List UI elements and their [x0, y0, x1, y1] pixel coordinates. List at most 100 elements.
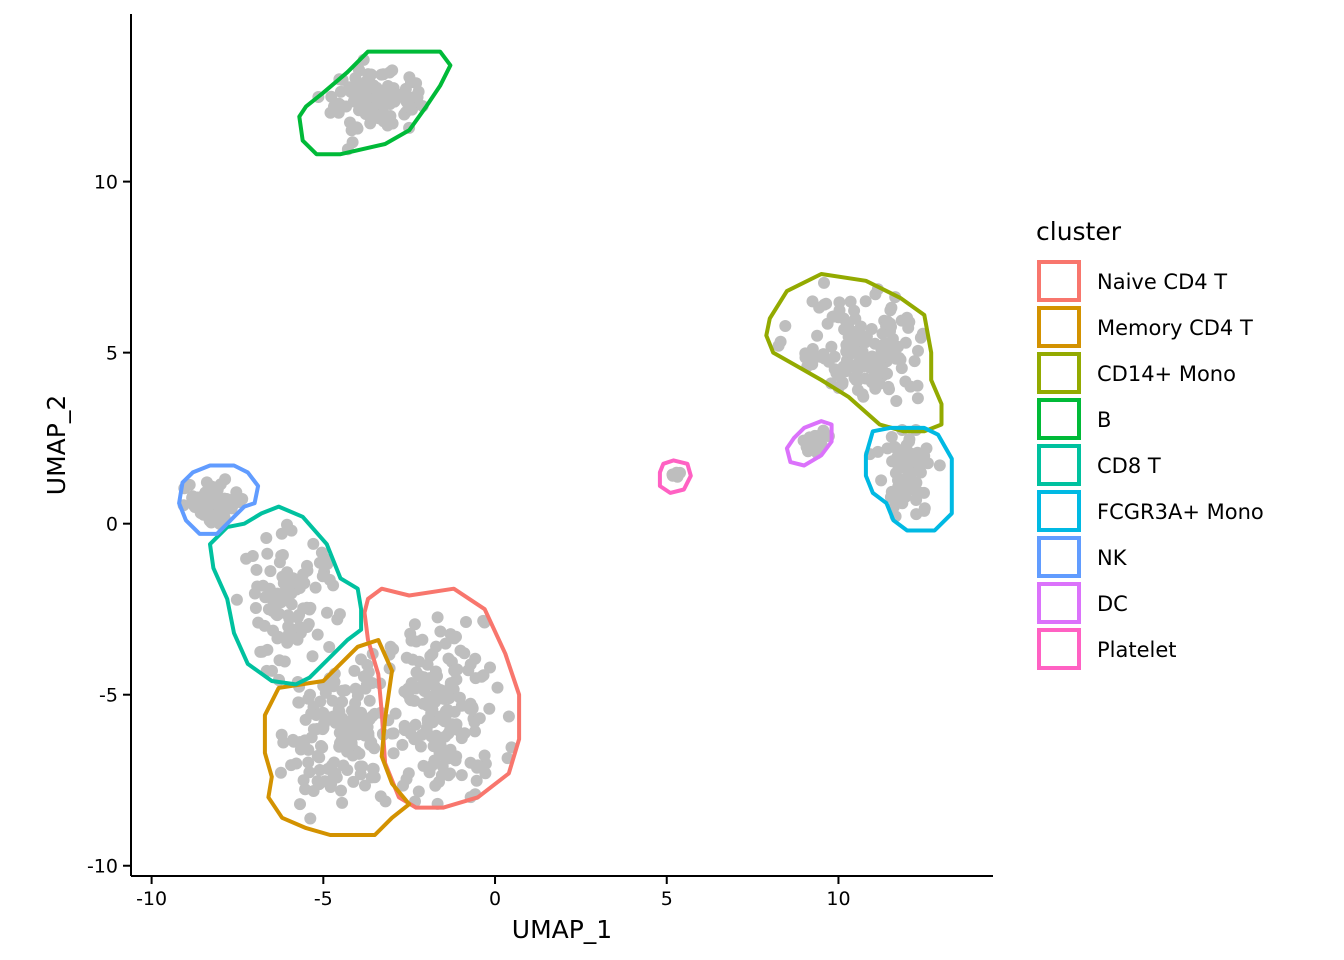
scatter-point: [869, 288, 882, 301]
y-tick-label: -5: [99, 685, 118, 707]
cluster-outline: [657, 458, 693, 495]
cluster-outline: [764, 272, 944, 434]
scatter-point: [246, 550, 259, 562]
scatter-point: [464, 697, 477, 710]
scatter-point: [380, 95, 393, 107]
scatter-point: [371, 97, 384, 110]
scatter-point: [491, 681, 504, 694]
scatter-point: [386, 117, 399, 130]
scatter-point: [266, 604, 279, 617]
y-tick-label: -10: [87, 856, 118, 878]
scatter-point: [301, 621, 314, 633]
scatter-point: [305, 707, 318, 720]
scatter-point: [913, 459, 926, 472]
y-tick-label: 0: [106, 514, 118, 536]
scatter-point: [359, 779, 371, 792]
scatter-point: [203, 508, 216, 521]
scatter-point: [898, 485, 911, 498]
scatter-point: [884, 304, 897, 317]
scatter-point: [460, 616, 472, 628]
scatter-point: [469, 672, 482, 685]
scatter-point: [448, 664, 461, 677]
scatter-point: [449, 754, 462, 767]
scatter-point: [462, 664, 475, 677]
scatter-point: [348, 664, 361, 677]
scatter-point: [885, 320, 897, 333]
scatter-point: [396, 88, 409, 101]
scatter-point: [260, 532, 273, 544]
scatter-point: [353, 747, 366, 760]
scatter-point: [818, 298, 831, 311]
scatter-point: [307, 537, 320, 550]
scatter-point: [377, 109, 389, 122]
cluster-outline: [177, 463, 261, 536]
scatter-point: [314, 695, 327, 708]
scatter-point: [890, 395, 903, 407]
scatter-point: [417, 671, 430, 684]
scatter-point: [287, 733, 299, 746]
scatter-point: [387, 747, 400, 760]
scatter-point: [204, 496, 216, 509]
scatter-point: [856, 388, 869, 401]
scatter-point: [396, 738, 409, 751]
scatter-point: [281, 566, 294, 579]
cluster-outline: [297, 49, 453, 157]
scatter-point: [431, 611, 444, 624]
scatter-point: [259, 591, 272, 604]
legend-label: FCGR3A+ Mono: [1097, 500, 1264, 524]
scatter-point: [406, 653, 419, 666]
legend: cluster Naive CD4 T Memory CD4 T CD14+ Mon…: [1036, 217, 1264, 670]
scatter-point: [431, 670, 443, 683]
scatter-point: [349, 697, 362, 710]
scatter-point: [346, 136, 359, 149]
scatter-point: [825, 340, 838, 353]
scatter-point: [428, 691, 441, 704]
scatter-point: [336, 712, 349, 725]
scatter-point: [357, 102, 370, 115]
scatter-point: [274, 766, 287, 779]
cluster-outlines: [177, 49, 954, 837]
scatter-point: [336, 796, 349, 809]
scatter-point: [483, 702, 496, 715]
scatter-point: [327, 579, 340, 592]
legend-key: [1037, 260, 1081, 302]
scatter-point: [377, 68, 390, 81]
scatter-point: [313, 764, 326, 776]
scatter-point: [292, 696, 305, 709]
scatter-point: [918, 504, 931, 517]
legend-label: NK: [1097, 546, 1128, 570]
legend-key: [1037, 444, 1081, 486]
scatter-point: [442, 652, 455, 665]
x-tick-label: 10: [826, 888, 850, 910]
scatter-point: [316, 570, 329, 583]
scatter-point: [806, 343, 819, 355]
scatter-point: [415, 680, 428, 693]
scatter-point: [888, 348, 901, 361]
scatter-point: [349, 682, 362, 695]
scatter-point: [774, 335, 787, 348]
scatter-point: [469, 652, 482, 665]
y-tick-label: 10: [94, 172, 118, 194]
scatter-point: [299, 734, 311, 747]
scatter-point: [818, 276, 830, 289]
scatter-point: [302, 743, 315, 756]
scatter-point: [471, 759, 484, 772]
scatter-point: [827, 310, 840, 323]
scatter-point: [277, 593, 290, 606]
x-tick-label: 5: [661, 888, 673, 910]
legend-label: DC: [1097, 592, 1128, 616]
scatter-point: [317, 709, 330, 721]
scatter-point: [911, 379, 924, 392]
scatter-point: [277, 736, 290, 749]
scatter-point: [266, 664, 278, 677]
cluster-outline: [262, 638, 412, 837]
scatter-point: [889, 467, 902, 480]
scatter-point: [409, 718, 422, 731]
scatter-point: [443, 692, 456, 705]
x-tick-label: -5: [314, 888, 333, 910]
scatter-point: [450, 673, 463, 686]
scatter-point: [873, 377, 886, 390]
scatter-point: [442, 727, 455, 740]
scatter-point: [327, 772, 340, 785]
